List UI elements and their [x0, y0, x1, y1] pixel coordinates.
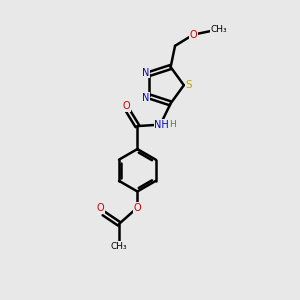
Text: O: O	[134, 203, 141, 213]
Text: NH: NH	[154, 120, 169, 130]
Text: CH₃: CH₃	[111, 242, 128, 251]
Text: S: S	[186, 80, 193, 90]
Text: H: H	[169, 119, 176, 128]
Text: O: O	[123, 101, 130, 111]
Text: N: N	[142, 93, 149, 103]
Text: CH₃: CH₃	[211, 25, 227, 34]
Text: O: O	[190, 30, 197, 40]
Text: N: N	[142, 68, 149, 77]
Text: O: O	[97, 203, 104, 213]
